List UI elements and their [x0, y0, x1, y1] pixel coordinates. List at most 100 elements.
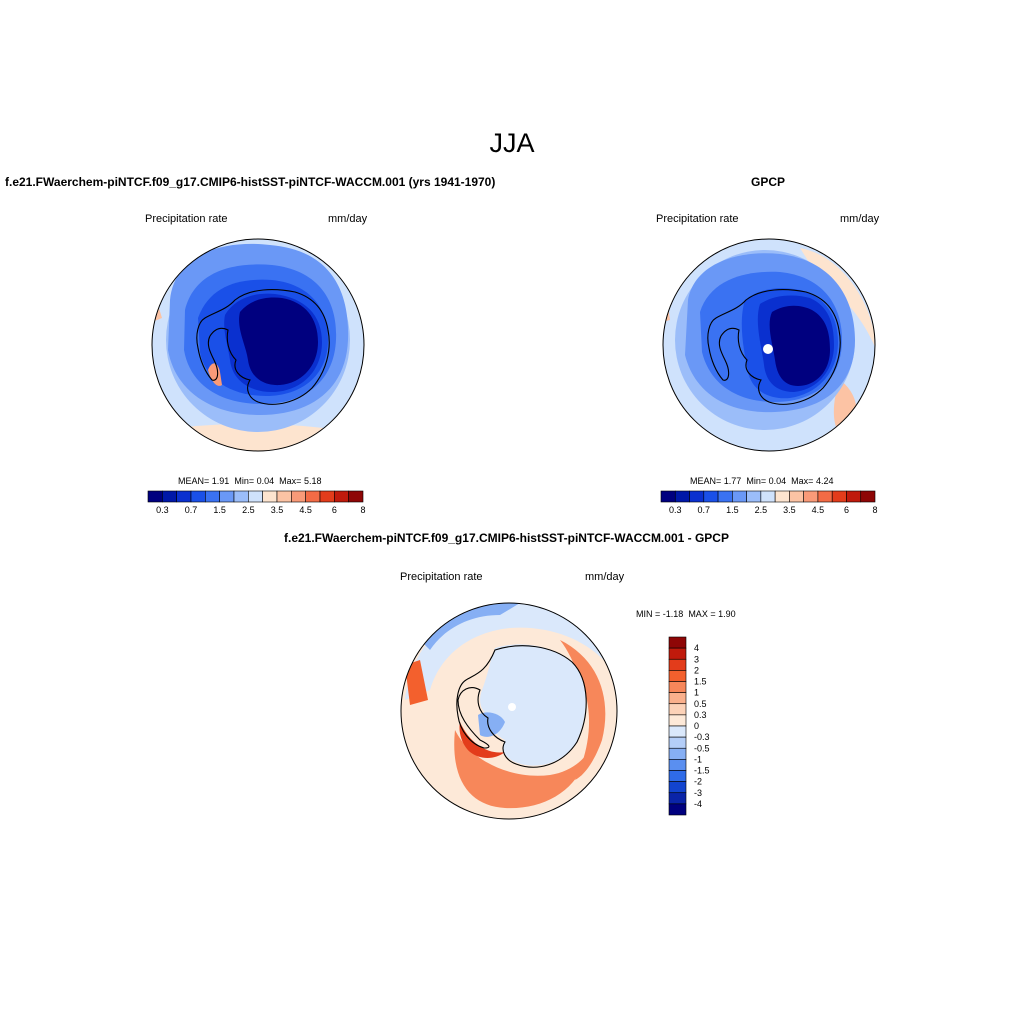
obs-colorbar-tick-label: 0.7 — [698, 505, 711, 515]
obs-colorbar-tick-label: 6 — [844, 505, 849, 515]
model-panel-title: f.e21.FWaerchem-piNTCF.f09_g17.CMIP6-his… — [5, 175, 496, 189]
diff-colorbar-tick-label: -0.3 — [694, 732, 710, 742]
obs-colorbar-box — [674, 490, 690, 503]
diff-colorbar-box — [668, 703, 687, 716]
obs-colorbar-labels: 0.3 0.7 1.5 2.5 3.5 4.5 6 8 — [669, 505, 877, 515]
diff-colorbar-box — [668, 759, 687, 771]
diff-colorbar-tick-label: 2 — [694, 665, 699, 675]
diff-map-band-blue-north — [420, 603, 520, 650]
obs-colorbar-tick-label: 3.5 — [783, 505, 796, 515]
model-variable-label: Precipitation rate — [145, 213, 228, 225]
diff-colorbar-tick-label: -1 — [694, 754, 702, 764]
obs-stats: MEAN= 1.77 Min= 0.04 Max= 4.24 — [690, 476, 833, 486]
diff-panel-title: f.e21.FWaerchem-piNTCF.f09_g17.CMIP6-his… — [284, 531, 729, 545]
model-colorbar-tick-label: 1.5 — [213, 505, 226, 515]
diff-colorbar-tick-label: 4 — [694, 643, 699, 653]
obs-map — [663, 239, 875, 451]
obs-colorbar-box — [717, 490, 733, 503]
diff-colorbar-box — [668, 725, 687, 738]
obs-colorbar-tick-label: 2.5 — [755, 505, 768, 515]
diff-map-pole-missing — [508, 703, 516, 711]
figure-title: JJA — [489, 128, 535, 158]
diff-map-antarctica-interior — [480, 644, 586, 766]
diff-map-band-red — [459, 722, 505, 758]
diff-colorbar-tick-label: 0.3 — [694, 710, 707, 720]
model-colorbar-box — [147, 490, 163, 503]
diff-colorbar-tick-label: 0 — [694, 721, 699, 731]
model-mean-label: MEAN= — [178, 476, 210, 486]
diff-colorbar-box — [668, 747, 687, 760]
obs-colorbar-box — [760, 490, 776, 503]
diff-colorbar-box — [668, 714, 687, 727]
obs-variable-label: Precipitation rate — [656, 213, 739, 225]
diff-colorbar-box — [668, 692, 687, 705]
obs-min-label: Min= — [746, 476, 767, 486]
diff-max-label: MAX = — [688, 609, 716, 619]
diff-colorbar-tick-label: -0.5 — [694, 743, 710, 753]
diff-variable-label: Precipitation rate — [400, 571, 483, 583]
obs-colorbar-tick-label: 1.5 — [726, 505, 739, 515]
diff-map-band-lightblue-north — [405, 603, 612, 700]
model-colorbar-box — [305, 490, 321, 503]
diff-colorbar-tick-label: 0.5 — [694, 699, 707, 709]
model-colorbar-box — [291, 490, 306, 503]
model-colorbar-box — [233, 490, 249, 503]
obs-colorbar-box — [660, 490, 676, 503]
obs-colorbar-box — [774, 490, 790, 503]
model-colorbar-box — [276, 490, 292, 503]
model-colorbar-tick-label: 8 — [360, 505, 365, 515]
diff-map-ross-sea-blue — [478, 712, 505, 737]
diff-colorbar-box — [668, 670, 687, 682]
obs-mean-label: MEAN= — [690, 476, 722, 486]
model-stats: MEAN= 1.91 Min= 0.04 Max= 5.18 — [178, 476, 321, 486]
diff-colorbar-tick-label: 3 — [694, 654, 699, 664]
model-colorbar-box — [162, 490, 177, 503]
diff-units-label: mm/day — [585, 571, 625, 583]
diff-min-value: -1.18 — [662, 609, 684, 619]
model-colorbar-box — [248, 490, 263, 503]
model-colorbar-labels: 0.3 0.7 1.5 2.5 3.5 4.5 6 8 — [156, 505, 365, 515]
diff-colorbar-tick-label: -1.5 — [694, 766, 710, 776]
diff-stats: MIN = -1.18 MAX = 1.90 — [636, 609, 736, 619]
model-colorbar-box — [190, 490, 206, 503]
diff-max-value: 1.90 — [718, 609, 736, 619]
obs-colorbar-box — [789, 490, 804, 503]
diff-colorbar — [668, 636, 687, 816]
obs-min-value: 0.04 — [768, 476, 787, 486]
model-min-value: 0.04 — [256, 476, 275, 486]
model-min-label: Min= — [234, 476, 255, 486]
diff-colorbar-box — [668, 781, 687, 794]
obs-mean-value: 1.77 — [723, 476, 742, 486]
obs-max-value: 4.24 — [815, 476, 834, 486]
diff-map-band-orange-east — [560, 640, 606, 780]
obs-map-center — [769, 305, 830, 386]
diff-colorbar-tick-label: -4 — [694, 799, 702, 809]
model-colorbar-box — [205, 490, 220, 503]
obs-max-label: Max= — [791, 476, 814, 486]
diff-map-band-orange-south — [454, 730, 590, 809]
model-colorbar-box — [176, 490, 192, 503]
obs-colorbar-box — [817, 490, 833, 503]
obs-colorbar-box — [803, 490, 819, 503]
model-colorbar-tick-label: 2.5 — [242, 505, 255, 515]
model-map-border — [151, 238, 365, 452]
model-max-label: Max= — [279, 476, 302, 486]
obs-colorbar-box — [831, 490, 847, 503]
diff-map-band-red-west — [405, 660, 428, 705]
diff-min-label: MIN = — [636, 609, 661, 619]
model-colorbar-box — [219, 490, 235, 503]
obs-colorbar-box — [703, 490, 719, 503]
diff-colorbar-tick-label: -3 — [694, 788, 702, 798]
obs-units-label: mm/day — [840, 213, 880, 225]
model-colorbar-tick-label: 4.5 — [299, 505, 312, 515]
diff-colorbar-box — [668, 736, 687, 749]
obs-colorbar-box — [746, 490, 762, 503]
model-colorbar-box — [334, 490, 349, 503]
obs-colorbar-box — [846, 490, 862, 503]
model-map-peninsula-wet — [208, 363, 222, 386]
diff-map-coastline — [456, 645, 587, 768]
model-colorbar-tick-label: 0.7 — [185, 505, 198, 515]
obs-map-coastline — [707, 289, 841, 405]
obs-colorbar-tick-label: 0.3 — [669, 505, 682, 515]
model-mean-value: 1.91 — [211, 476, 230, 486]
